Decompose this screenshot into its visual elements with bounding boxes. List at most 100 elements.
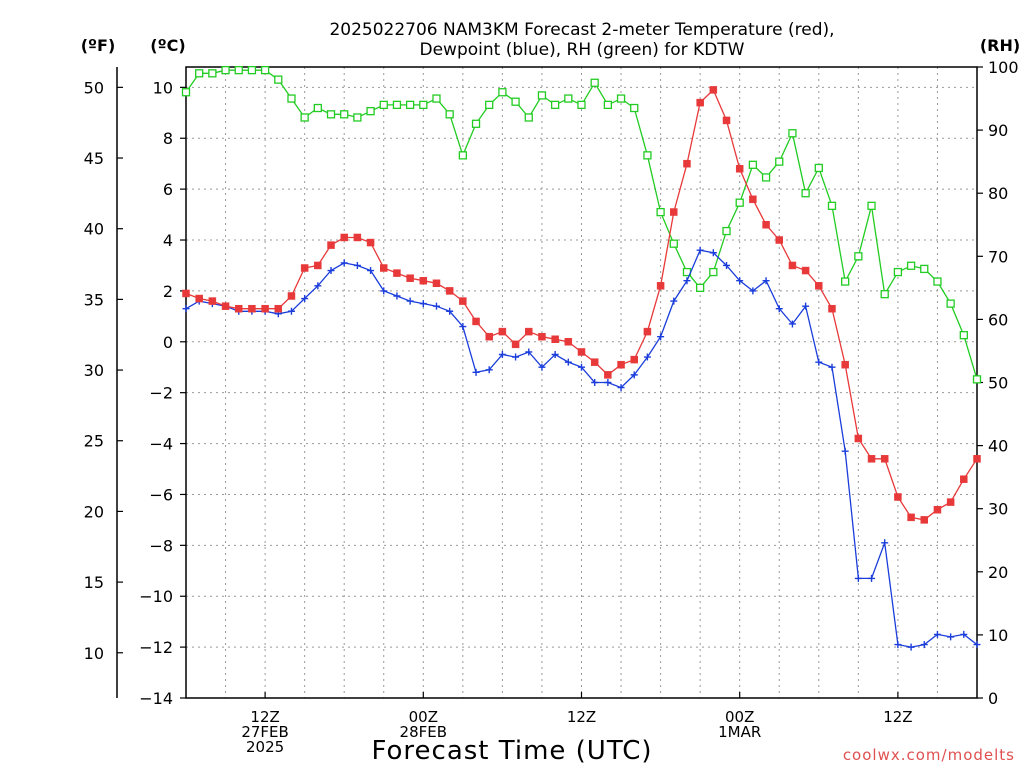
rh-point — [920, 264, 929, 274]
rh-point — [603, 100, 613, 110]
temperature-point — [696, 98, 704, 107]
chart-title-line-2: Dewpoint (blue), RH (green) for KDTW — [419, 40, 744, 60]
rh-point — [577, 100, 586, 110]
fahrenheit-tick-label: 25 — [84, 432, 104, 451]
temperature-point — [511, 340, 520, 349]
dewpoint-point — [815, 358, 823, 366]
dewpoint-point — [432, 302, 440, 310]
dewpoint-point — [525, 348, 533, 356]
dewpoint-point — [670, 297, 678, 305]
rh-point — [946, 299, 955, 308]
dewpoint-point — [564, 358, 572, 366]
celsius-tick-label: 6 — [163, 180, 173, 199]
dewpoint-point — [630, 371, 638, 379]
rh-point — [906, 261, 916, 270]
dewpoint-point — [762, 277, 770, 285]
temperature-point — [722, 116, 731, 125]
dewpoint-point — [736, 277, 744, 285]
rh-tick-label: 0 — [988, 689, 998, 708]
temperature-point — [973, 455, 981, 463]
temperature-point — [314, 261, 322, 270]
celsius-tick-label: 10 — [153, 78, 173, 97]
fahrenheit-tick-label: 40 — [84, 220, 104, 239]
temperature-point — [841, 360, 849, 369]
dewpoint-point — [578, 363, 585, 371]
dewpoint-point — [894, 641, 902, 649]
dewpoint-point — [485, 366, 493, 374]
rh-point — [432, 94, 441, 103]
rh-point — [471, 119, 481, 128]
rh-point — [564, 94, 573, 103]
dewpoint-point — [446, 307, 454, 315]
dewpoint-point — [327, 267, 335, 275]
dewpoint-point — [709, 249, 717, 257]
dewpoint-point — [683, 277, 691, 285]
celsius-tick-label: −14 — [139, 689, 173, 708]
chart-title-line-1: 2025022706 NAM3KM Forecast 2-meter Tempe… — [329, 20, 834, 40]
rh-point — [419, 100, 428, 110]
dewpoint-point — [393, 292, 401, 300]
rh-point — [814, 163, 823, 173]
rh-tick-label: 10 — [988, 626, 1008, 645]
dewpoint-point — [788, 320, 796, 328]
x-tick-label: 00Z — [725, 708, 754, 726]
temperature-point — [419, 276, 428, 285]
celsius-tick-label: −6 — [149, 485, 173, 504]
celsius-tick-label: 8 — [163, 129, 173, 148]
rh-point — [761, 173, 771, 182]
dewpoint-point — [367, 267, 375, 275]
rh-point — [234, 66, 243, 75]
rh-point — [748, 160, 758, 169]
temperature-point — [630, 355, 638, 364]
x-tick-label: 12Z — [883, 708, 912, 726]
celsius-tick-label: −10 — [139, 587, 173, 606]
temperature-point — [472, 317, 480, 326]
temperature-point — [525, 327, 533, 336]
temperature-point — [248, 304, 256, 313]
temperature-point — [274, 304, 283, 313]
temperature-point — [656, 282, 665, 290]
temperature-point — [643, 327, 652, 336]
dewpoint-point — [854, 574, 862, 582]
temperature-point — [735, 165, 744, 173]
dewpoint-point — [828, 363, 836, 371]
rh-point — [498, 88, 507, 97]
temperature-point — [432, 279, 441, 288]
x-tick-label: 00Z — [409, 708, 438, 726]
dewpoint-point — [841, 447, 849, 455]
rh-point — [590, 78, 599, 87]
rh-point — [630, 103, 639, 113]
celsius-unit-label: (ºC) — [150, 36, 185, 55]
rh-point — [735, 198, 744, 207]
x-tick-label: 1MAR — [718, 723, 761, 741]
temperature-point — [907, 513, 915, 522]
rh-point — [353, 113, 362, 122]
temperature-point — [683, 159, 691, 168]
dewpoint-point — [498, 351, 506, 359]
dewpoint-point — [723, 261, 731, 269]
rh-point — [405, 100, 415, 110]
temperature-point — [604, 371, 612, 379]
temperature-point — [894, 493, 902, 501]
dewpoint-point — [775, 305, 783, 313]
temperature-point — [353, 233, 362, 242]
tick-labels: −14−12−10−8−6−4−202468101015202530354045… — [84, 58, 1019, 756]
rh-point — [722, 226, 731, 236]
rh-point — [643, 151, 652, 160]
celsius-tick-label: −2 — [149, 384, 173, 403]
dewpoint-point — [512, 353, 520, 361]
temperature-point — [709, 86, 718, 94]
dewpoint-point — [973, 641, 981, 649]
temperature-point — [538, 332, 546, 341]
dewpoint-point — [643, 353, 651, 361]
celsius-tick-label: 2 — [163, 282, 173, 301]
rh-point — [221, 66, 230, 75]
dewpoint-point — [868, 574, 876, 582]
temperature-point — [577, 348, 586, 356]
dewpoint-point — [353, 261, 361, 269]
celsius-tick-label: −12 — [139, 638, 173, 657]
credit-text: coolwx.com/modelts — [843, 746, 1015, 764]
rh-tick-label: 20 — [988, 563, 1008, 582]
rh-point — [181, 88, 191, 97]
